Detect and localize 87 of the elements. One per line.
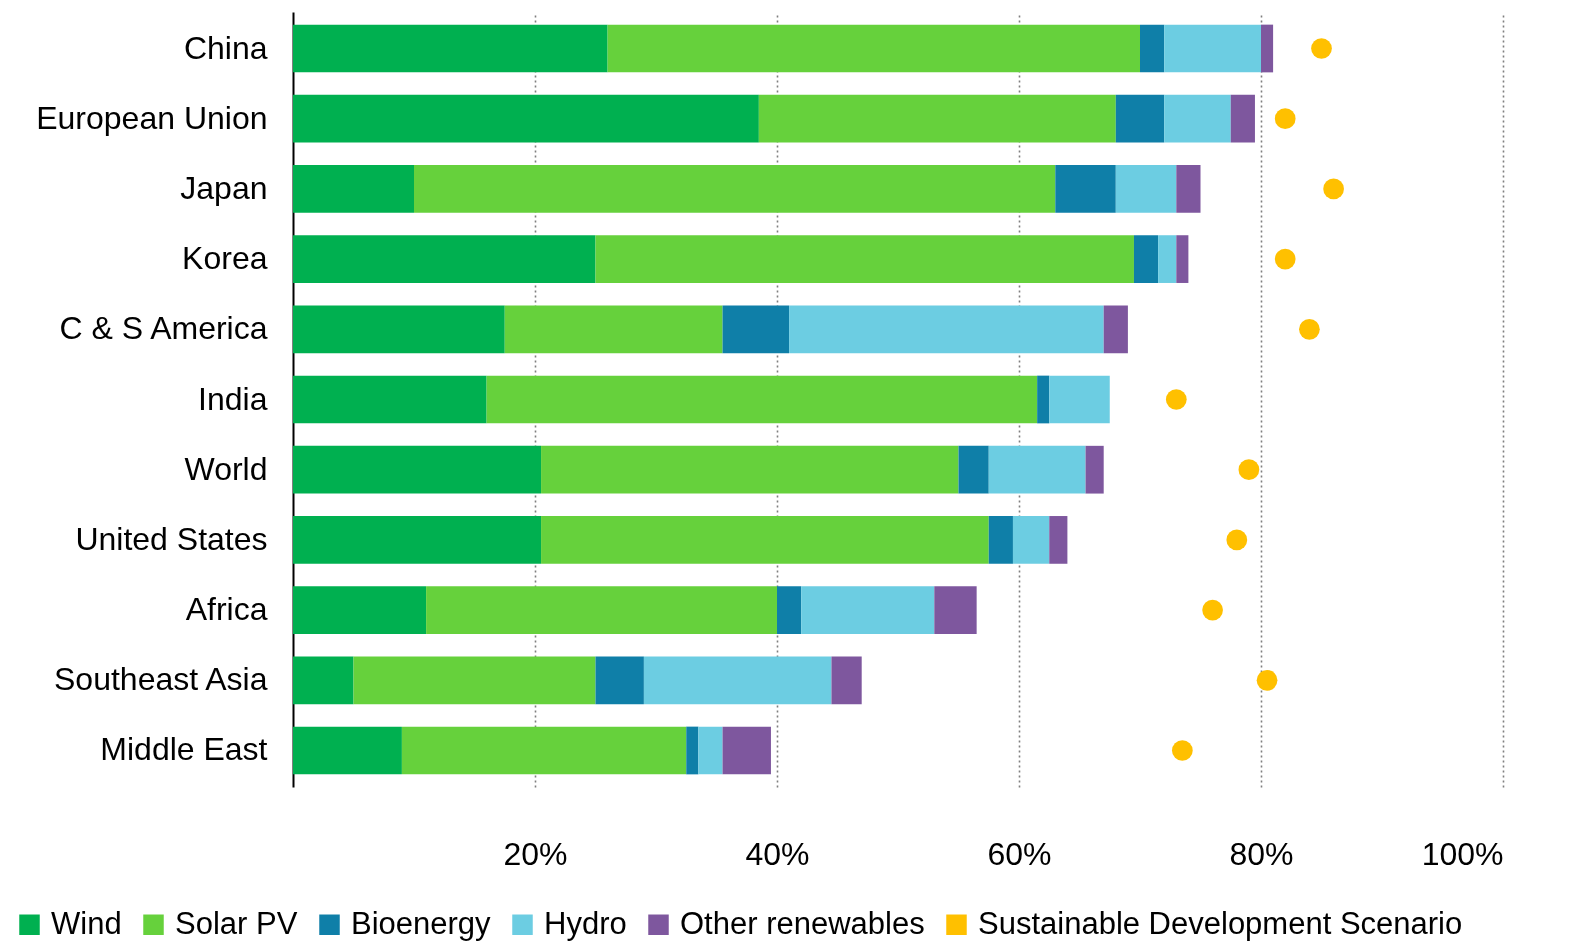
bar xyxy=(1049,375,1110,424)
bar xyxy=(426,586,777,634)
x-tick-label: 60% xyxy=(987,835,1052,872)
point xyxy=(1202,599,1223,621)
bar xyxy=(1049,516,1068,564)
y-tick-label: Southeast Asia xyxy=(54,661,268,698)
bar xyxy=(293,656,354,705)
legend-label: Hydro xyxy=(544,905,627,941)
point xyxy=(1274,108,1296,130)
legend-label: Other renewables xyxy=(680,905,925,941)
y-tick-label: Middle East xyxy=(100,731,268,768)
bar xyxy=(353,656,596,705)
bar xyxy=(1115,94,1165,143)
bar xyxy=(722,726,771,775)
bar xyxy=(643,656,832,705)
bar xyxy=(958,445,989,494)
point xyxy=(1165,389,1187,410)
bar xyxy=(934,586,977,634)
point xyxy=(1238,459,1260,481)
bar xyxy=(293,375,487,424)
bar xyxy=(1037,375,1050,424)
bar xyxy=(722,305,790,354)
bar xyxy=(293,445,542,494)
bar xyxy=(1012,516,1050,564)
bar xyxy=(698,726,723,775)
y-tick-label: Japan xyxy=(180,169,268,206)
y-tick-label: European Union xyxy=(36,99,268,136)
bar xyxy=(293,516,542,564)
point xyxy=(1311,38,1332,59)
bar xyxy=(988,445,1086,494)
bar xyxy=(789,305,1104,354)
bar xyxy=(831,656,862,705)
bar xyxy=(758,94,1116,143)
bar xyxy=(293,24,608,73)
x-tick-label: 40% xyxy=(745,835,810,872)
bar xyxy=(293,94,759,143)
bar xyxy=(293,726,402,775)
bar xyxy=(293,305,505,354)
point xyxy=(1274,248,1296,270)
bar xyxy=(595,235,1134,283)
bar xyxy=(1176,235,1189,283)
legend-label: Sustainable Development Scenario xyxy=(978,905,1463,941)
bar xyxy=(293,235,596,283)
y-tick-label: World xyxy=(184,450,268,487)
y-tick-label: Africa xyxy=(185,591,268,628)
bar xyxy=(414,165,1056,213)
legend-label: Wind xyxy=(51,905,122,941)
y-tick-label: United States xyxy=(75,520,268,557)
point xyxy=(1256,669,1278,691)
bar xyxy=(1055,165,1116,213)
bar xyxy=(541,445,959,494)
bar xyxy=(777,586,802,634)
bar xyxy=(1085,445,1104,494)
point xyxy=(1299,318,1320,340)
legend-label: Bioenergy xyxy=(351,905,492,941)
bar xyxy=(1176,165,1201,213)
point xyxy=(1323,178,1344,200)
bar xyxy=(1158,235,1177,283)
legend-label: Solar PV xyxy=(175,905,298,941)
y-tick-label: C & S America xyxy=(59,310,268,347)
bar xyxy=(504,305,723,354)
point xyxy=(1226,529,1248,551)
bar xyxy=(401,726,687,775)
bar xyxy=(1103,305,1128,354)
bar xyxy=(541,516,989,564)
bar xyxy=(293,165,414,213)
bar xyxy=(293,586,427,634)
bar xyxy=(1261,24,1274,73)
x-tick-label: 20% xyxy=(503,835,568,872)
bar xyxy=(607,24,1140,73)
x-tick-label: 80% xyxy=(1229,835,1294,872)
bar xyxy=(1164,94,1231,143)
bar xyxy=(1164,24,1261,73)
bar xyxy=(988,516,1013,564)
bar xyxy=(1133,235,1159,283)
bar xyxy=(595,656,644,705)
point xyxy=(1171,740,1193,761)
y-tick-label: India xyxy=(198,380,268,417)
bar xyxy=(1140,24,1165,73)
bar xyxy=(1230,94,1255,143)
x-tick-label: 100% xyxy=(1421,835,1504,872)
bar xyxy=(801,586,935,634)
bar xyxy=(686,726,699,775)
y-tick-label: China xyxy=(183,29,268,66)
bar xyxy=(1115,165,1177,213)
y-tick-label: Korea xyxy=(182,240,268,277)
bar xyxy=(486,375,1038,424)
